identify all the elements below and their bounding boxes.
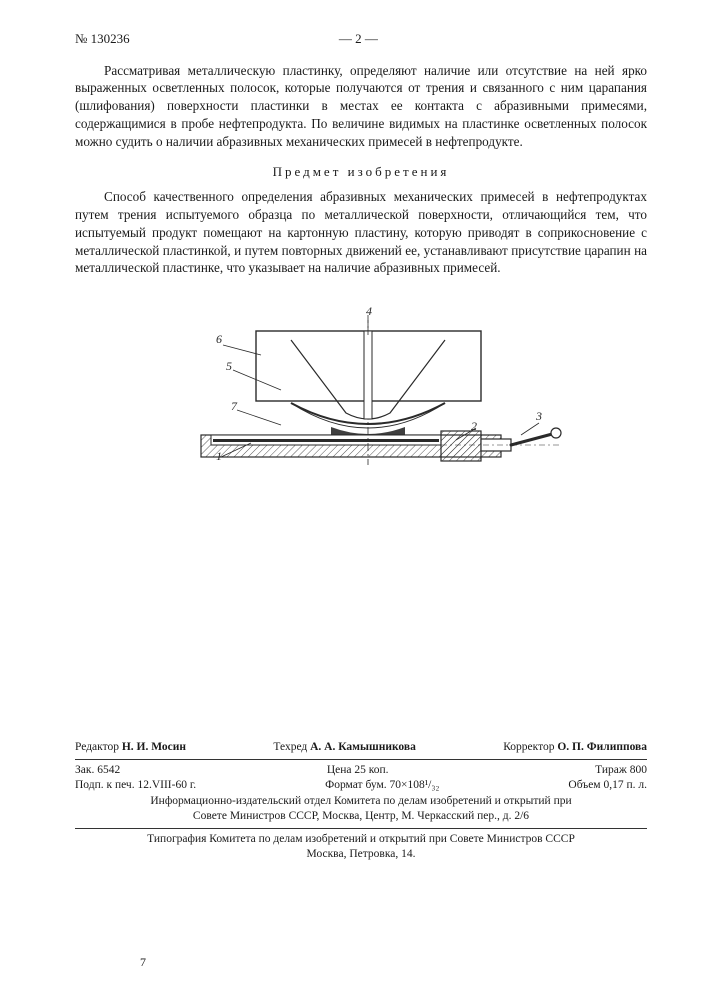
corrector-label: Корректор xyxy=(503,741,554,753)
typography-line-1: Типография Комитета по делам изобретений… xyxy=(75,832,647,848)
patent-number: № 130236 xyxy=(75,30,130,48)
svg-text:6: 6 xyxy=(216,332,222,346)
svg-text:4: 4 xyxy=(366,304,372,318)
footer-page-number: 7 xyxy=(140,955,146,970)
typography-line-2: Москва, Петровка, 14. xyxy=(75,847,647,863)
publisher-line-2: Совете Министров СССР, Москва, Центр, М.… xyxy=(75,809,647,825)
editor-name: Н. И. Мосин xyxy=(122,741,186,753)
page-number-marker: — 2 — xyxy=(339,30,378,48)
description-text: Рассматривая металлическую пластинку, оп… xyxy=(75,62,647,151)
svg-text:2: 2 xyxy=(471,419,477,433)
order-no: Зак. 6542 xyxy=(75,763,120,779)
figure-diagram: 1 2 3 4 56 7 xyxy=(75,295,647,490)
editor-label: Редактор xyxy=(75,741,119,753)
techred-label: Техред xyxy=(273,741,307,753)
tirazh: Тираж 800 xyxy=(595,763,647,779)
signed-date: Подп. к печ. 12.VIII-60 г. xyxy=(75,778,196,794)
svg-text:5: 5 xyxy=(226,359,232,373)
price: Цена 25 коп. xyxy=(327,763,389,779)
svg-text:7: 7 xyxy=(231,399,238,413)
corrector-name: О. П. Филиппова xyxy=(557,741,647,753)
claim-text: Способ качественного определения абразив… xyxy=(75,188,647,277)
page-header: № 130236 — 2 — xyxy=(75,30,647,48)
colophon-block: Редактор Н. И. Мосин Техред А. А. Камышн… xyxy=(75,740,647,863)
claim-paragraph: Способ качественного определения абразив… xyxy=(75,188,647,277)
paper-format: Формат бум. 70×108¹/₃₂ xyxy=(325,778,439,794)
paragraph-1: Рассматривая металлическую пластинку, оп… xyxy=(75,62,647,151)
svg-text:1: 1 xyxy=(216,449,222,463)
volume: Объем 0,17 п. л. xyxy=(568,778,647,794)
claims-heading: Предмет изобретения xyxy=(75,163,647,181)
techred-name: А. А. Камышникова xyxy=(310,741,416,753)
publisher-line-1: Информационно-издательский отдел Комитет… xyxy=(75,794,647,810)
svg-text:3: 3 xyxy=(535,409,542,423)
